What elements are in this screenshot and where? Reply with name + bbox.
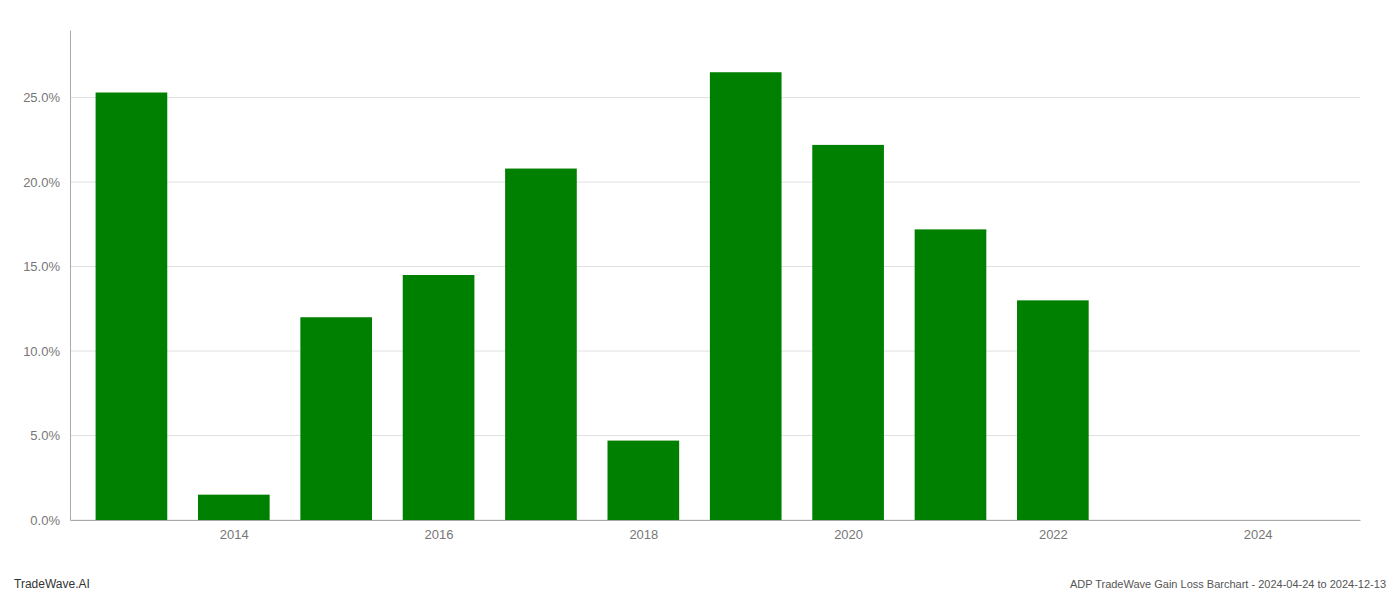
y-tick-label: 0.0%: [30, 513, 60, 528]
x-tick: 2024: [1244, 520, 1273, 542]
x-axis-line: [71, 520, 1361, 521]
y-tick: 5.0%: [30, 428, 70, 443]
x-axis: 2014 2016 2018 2020 2022 2024: [71, 520, 1361, 542]
x-tick-label: 2022: [1039, 527, 1068, 542]
plot-area: [96, 72, 1089, 520]
bar: [96, 93, 168, 520]
x-tick-label: 2016: [425, 527, 454, 542]
y-tick-label: 5.0%: [30, 428, 60, 443]
y-axis: 0.0% 5.0% 10.0% 15.0% 20.0% 25.0%: [23, 31, 70, 528]
chart: 2014 2016 2018 2020 2022 2024 0.0% 5.0% 10.0% 15.…: [0, 0, 1400, 600]
x-tick: 2014: [220, 520, 249, 542]
y-tick-label: 20.0%: [23, 175, 60, 190]
footer-left: TradeWave.AI: [14, 577, 90, 591]
y-tick: 20.0%: [23, 175, 70, 190]
bar: [403, 275, 475, 520]
y-tick: 0.0%: [30, 513, 70, 528]
bar: [710, 72, 782, 520]
y-tick: 25.0%: [23, 90, 70, 105]
footer: TradeWave.AI ADP TradeWave Gain Loss Barc…: [14, 577, 1386, 591]
bar: [1222, 520, 1294, 521]
bar: [608, 441, 680, 520]
y-axis-line: [70, 31, 71, 521]
bar: [198, 495, 270, 520]
chart-container: 2014 2016 2018 2020 2022 2024 0.0% 5.0% 10.0% 15.…: [0, 0, 1400, 600]
bar: [300, 317, 372, 520]
y-tick: 10.0%: [23, 344, 70, 359]
x-tick-label: 2014: [220, 527, 249, 542]
bar: [915, 229, 987, 520]
x-tick-label: 2020: [834, 527, 863, 542]
bar: [505, 169, 577, 520]
y-tick: 15.0%: [23, 259, 70, 274]
bar: [1017, 300, 1089, 520]
y-tick-label: 25.0%: [23, 90, 60, 105]
y-tick-label: 10.0%: [23, 344, 60, 359]
x-tick: 2018: [629, 520, 658, 542]
x-tick-label: 2018: [629, 527, 658, 542]
y-tick-label: 15.0%: [23, 259, 60, 274]
x-tick-label: 2024: [1244, 527, 1273, 542]
x-tick: 2022: [1039, 520, 1068, 542]
bar: [1119, 520, 1191, 521]
x-tick: 2016: [425, 520, 454, 542]
x-tick: 2020: [834, 520, 863, 542]
footer-right: ADP TradeWave Gain Loss Barchart - 2024-…: [1070, 578, 1386, 590]
bar: [812, 145, 884, 520]
